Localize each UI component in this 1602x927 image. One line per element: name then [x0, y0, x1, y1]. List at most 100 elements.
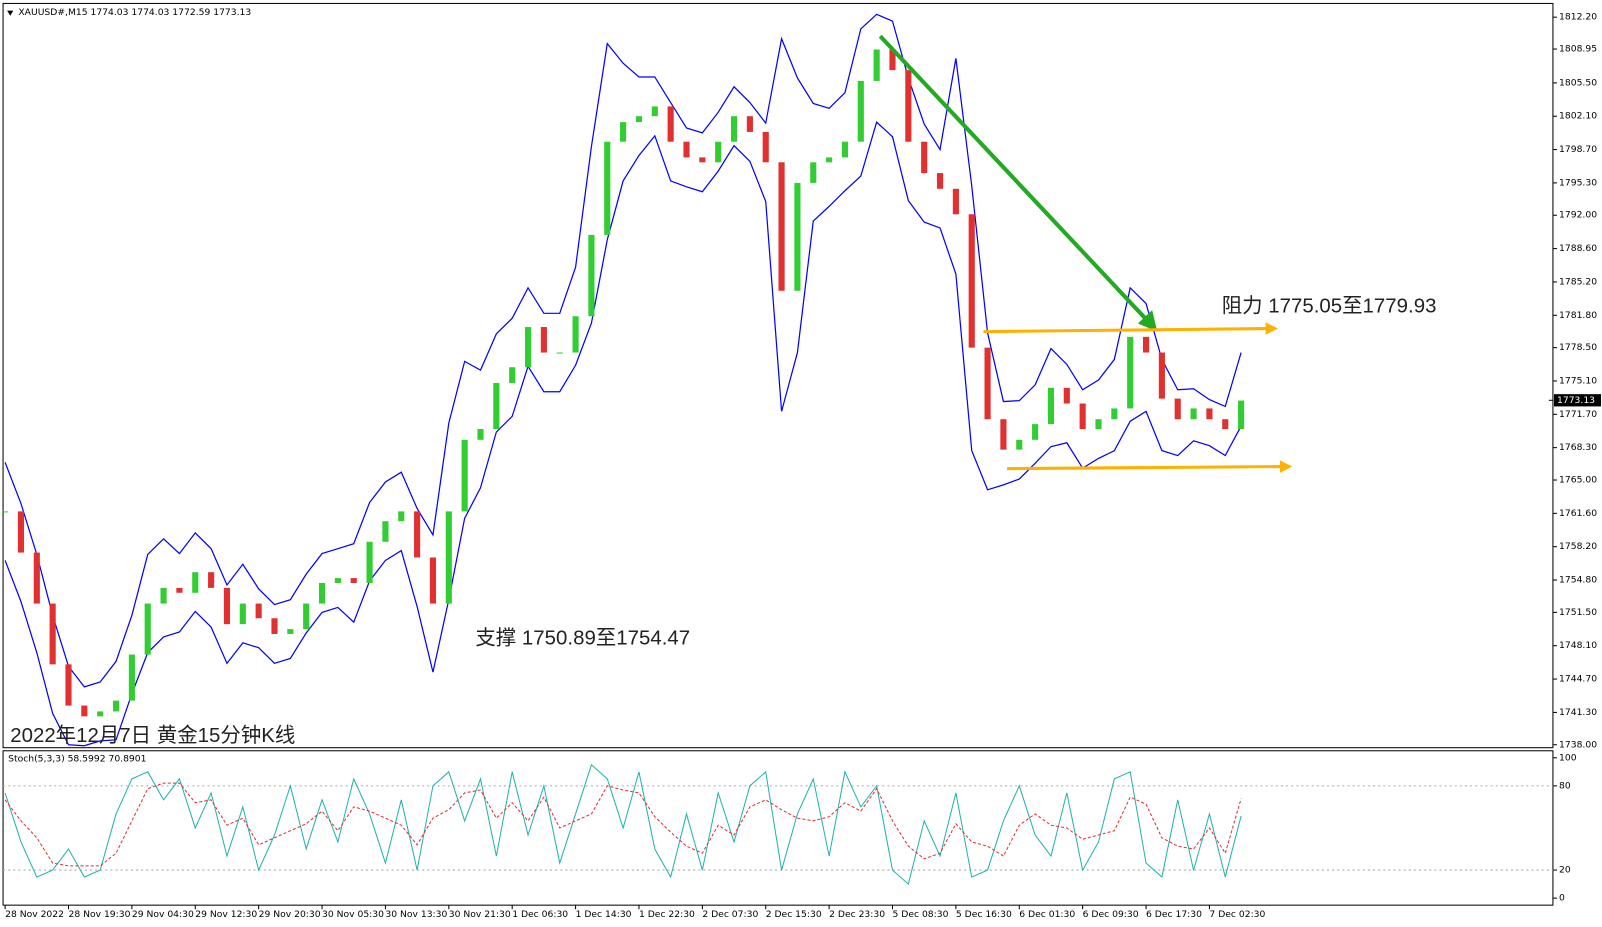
candle: [1142, 336, 1150, 353]
y-tick-label: 1792.00: [1559, 210, 1597, 221]
candle: [128, 654, 135, 701]
candle: [667, 106, 674, 142]
y-tick-label: 1798.70: [1559, 144, 1597, 155]
candle: [588, 234, 595, 317]
candle: [271, 618, 278, 634]
candle: [936, 173, 944, 189]
upper-band: [4, 13, 1242, 688]
candle: [192, 572, 199, 593]
candle: [350, 578, 357, 583]
y-tick-label: 1741.30: [1559, 707, 1597, 718]
x-tick-label: 1 Dec 14:30: [576, 909, 632, 920]
arrow-head: [1279, 460, 1293, 473]
candle: [620, 122, 627, 142]
candle: [97, 711, 104, 717]
support-line: [1006, 460, 1293, 473]
x-tick-label: 6 Dec 01:30: [1019, 909, 1075, 920]
candle: [318, 582, 326, 604]
candle: [398, 511, 405, 522]
y-tick-label: 1805.50: [1559, 77, 1597, 88]
candle: [572, 316, 579, 353]
y-tick-label: 1758.20: [1559, 541, 1597, 552]
candle: [414, 511, 421, 558]
resistance-line: [983, 322, 1278, 335]
x-tick-label: 29 Nov 04:30: [132, 909, 194, 920]
y-tick-label: 1778.50: [1559, 342, 1597, 353]
x-tick-label: 1 Dec 22:30: [639, 909, 695, 920]
candle: [49, 603, 56, 665]
candle: [33, 552, 40, 604]
candle: [1095, 419, 1102, 430]
candle: [17, 511, 25, 553]
stoch-title: Stoch(5,3,3) 58.5992 70.8901: [8, 753, 146, 764]
x-tick-label: 28 Nov 2022: [5, 909, 64, 920]
candle: [540, 327, 547, 353]
y-tick-label: 0: [1559, 893, 1565, 904]
candle: [683, 141, 690, 158]
candle: [144, 603, 151, 655]
candle: [857, 80, 864, 142]
y-tick-label: 1754.80: [1559, 575, 1597, 586]
y-tick-label: 1795.30: [1559, 177, 1597, 188]
x-tick-label: 30 Nov 05:30: [322, 909, 384, 920]
candle: [984, 347, 991, 420]
candle: [524, 327, 532, 368]
candle: [366, 541, 373, 583]
y-tick-label: 1765.00: [1559, 475, 1597, 486]
x-tick-label: 2 Dec 15:30: [766, 909, 822, 920]
candle: [255, 603, 262, 619]
candle: [65, 664, 72, 706]
candle: [1222, 419, 1229, 430]
y-tick-label: 1775.10: [1559, 375, 1597, 386]
candle: [746, 116, 753, 132]
x-tick-label: 29 Nov 20:30: [259, 909, 321, 920]
stoch-frame: [2, 750, 1554, 906]
candle: [715, 141, 722, 163]
candle: [905, 70, 912, 142]
main-frame: [2, 2, 1554, 749]
candle: [826, 157, 833, 163]
candle: [239, 603, 246, 625]
candle: [778, 162, 785, 291]
y-tick-label: 80: [1559, 780, 1571, 791]
candle: [287, 629, 294, 634]
x-tick-label: 29 Nov 12:30: [195, 909, 257, 920]
x-tick-label: 6 Dec 09:30: [1083, 909, 1139, 920]
candle: [160, 587, 167, 604]
x-tick-label: 5 Dec 08:30: [892, 909, 948, 920]
y-tick-label: 1802.10: [1559, 111, 1597, 122]
chart-caption: 2022年12月7日 黄金15分钟K线: [10, 724, 295, 747]
stoch-line: [4, 763, 1242, 886]
y-tick-label: 1771.70: [1559, 409, 1597, 420]
candle: [461, 439, 468, 512]
level-line: [983, 327, 1268, 334]
candle: [873, 49, 880, 81]
candle: [889, 49, 896, 71]
candle: [509, 367, 516, 383]
candle: [112, 700, 120, 712]
candle: [968, 214, 975, 348]
candle: [1079, 403, 1086, 430]
lower-band: [4, 121, 1242, 747]
y-tick-label: 1748.10: [1559, 640, 1597, 651]
candle: [1032, 424, 1039, 440]
candle: [556, 352, 563, 354]
y-tick-label: 1785.20: [1559, 276, 1597, 287]
y-tick-label: 1744.70: [1559, 674, 1597, 685]
y-tick-label: 1738.00: [1559, 739, 1597, 750]
candle: [1063, 387, 1070, 404]
y-tick-label: 1761.60: [1559, 508, 1597, 519]
candle: [1111, 408, 1118, 420]
y-tick-label: 1751.50: [1559, 607, 1597, 618]
title-marker: [7, 10, 14, 16]
candle: [493, 382, 500, 430]
candle: [841, 141, 849, 158]
x-tick-label: 6 Dec 17:30: [1146, 909, 1202, 920]
y-tick-label: 100: [1559, 752, 1577, 763]
candle: [81, 705, 88, 717]
x-tick-label: 2 Dec 07:30: [702, 909, 758, 920]
resistance-annotation: 阻力 1775.05至1779.93: [1222, 294, 1437, 317]
x-tick-label: 1 Dec 06:30: [512, 909, 568, 920]
